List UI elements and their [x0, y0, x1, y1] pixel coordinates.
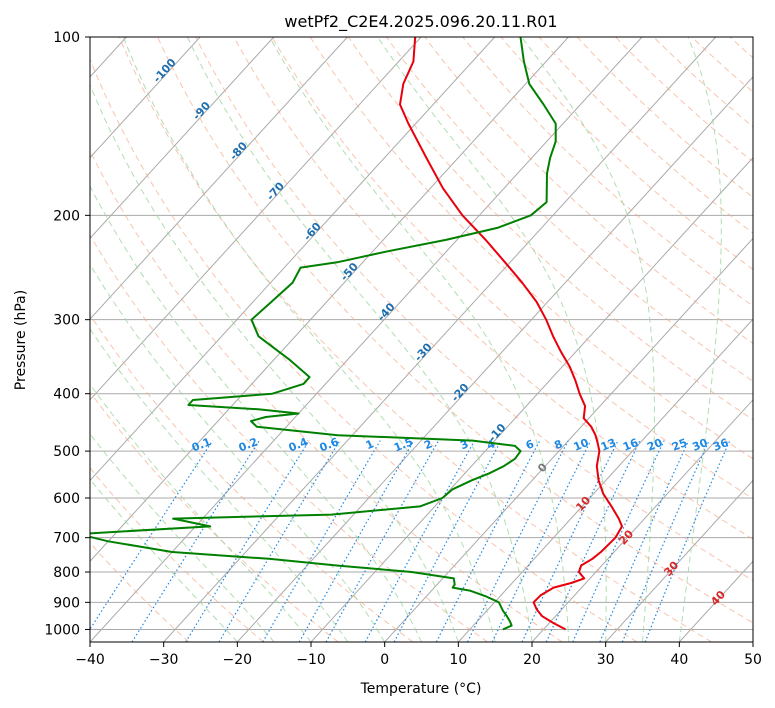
isotherm-line	[531, 399, 753, 642]
mixing-ratio-label: 30	[690, 436, 709, 454]
moist-adiabat-line	[122, 37, 496, 642]
dewpoint-profile	[90, 37, 557, 631]
moist-adiabat-line	[186, 37, 533, 642]
mixing-ratio-line	[572, 440, 665, 642]
dry-adiabat-line	[90, 149, 563, 642]
isotherm-line	[90, 37, 348, 320]
isotherm-line	[457, 318, 753, 642]
mixing-ratio-label: 20	[645, 436, 664, 454]
mixing-ratio-line	[491, 440, 592, 642]
dry-adiabat-line	[309, 37, 753, 460]
mixing-ratio-line	[364, 440, 476, 642]
profiles	[90, 37, 623, 631]
mixing-ratio-line	[131, 440, 260, 642]
y-tick-label: 200	[53, 208, 80, 224]
x-axis-label: Temperature (°C)	[360, 681, 482, 697]
mixing-ratio-label: 10	[572, 436, 591, 454]
x-tick-label: 30	[597, 652, 615, 668]
mixing-ratio-line	[262, 440, 381, 642]
mixing-ratio-label: 25	[670, 436, 689, 454]
mixing-ratio-line	[599, 440, 690, 642]
x-tick-label: −10	[296, 652, 326, 668]
x-tick-label: −30	[149, 652, 179, 668]
y-tick-label: 400	[53, 387, 80, 403]
y-tick-label: 600	[53, 491, 80, 507]
mixing-ratio-label: 1	[364, 437, 376, 452]
moist-adiabat-line	[90, 83, 459, 642]
dry-adiabat-line	[90, 467, 264, 642]
mixing-ratio-line	[621, 440, 710, 642]
line-labels: 0.1 0.2 0.4 0.6 1 1.5 2 3 4 6 8 10 13 16 20 25 30 36-100-…	[151, 56, 731, 608]
isotherm-line	[90, 37, 422, 401]
mixing-ratio-line	[298, 440, 415, 642]
mixing-ratio-label: 13	[599, 436, 618, 454]
dry-adiabat-line	[90, 542, 190, 642]
isotherm-line	[90, 37, 496, 482]
x-tick-label: 20	[523, 652, 541, 668]
y-tick-label: 900	[53, 595, 80, 611]
y-tick-label: 500	[53, 444, 80, 460]
mixing-ratio-label: 8	[552, 437, 564, 452]
dry-adiabat-line	[195, 37, 753, 582]
temperature-profile	[399, 37, 623, 631]
y-tick-label: 300	[53, 313, 80, 329]
moist-adiabat-line	[521, 37, 655, 642]
mixing-ratio-label: 16	[621, 436, 640, 454]
mixing-ratio-line	[185, 440, 310, 642]
y-tick-label: 1000	[44, 622, 80, 638]
x-tick-label: 0	[380, 652, 389, 668]
mixing-ratio-line	[325, 440, 440, 642]
moist-adiabat-line	[90, 383, 312, 642]
isotherm-line	[90, 37, 643, 642]
dry-adiabat-line	[90, 234, 488, 642]
plot-frame	[89, 36, 754, 643]
background-lines	[90, 37, 753, 642]
moist-adiabat-line	[269, 37, 570, 642]
moist-adiabat-line	[678, 37, 722, 642]
x-tick-label: −40	[75, 652, 105, 668]
x-tick-label: −20	[223, 652, 253, 668]
dry-adiabat-line	[271, 37, 753, 500]
isotherm-line	[236, 76, 753, 642]
dry-adiabat-line	[157, 37, 753, 624]
mixing-ratio-label: 36	[711, 436, 730, 454]
mixing-ratio-label: 3	[458, 437, 470, 452]
isotherm-line	[384, 237, 753, 642]
moist-adiabat-line	[377, 37, 607, 642]
isotherm-line	[90, 37, 275, 240]
dry-adiabat-line	[90, 58, 638, 642]
mixing-ratio-line	[90, 440, 214, 631]
dry-adiabat-line	[118, 37, 712, 642]
isotherm-line	[605, 479, 753, 642]
isotherm-line	[163, 37, 717, 642]
moist-adiabat-line	[90, 327, 349, 642]
mixing-ratio-label: 2	[422, 437, 434, 452]
y-tick-label: 100	[53, 30, 80, 46]
mixing-ratio-line	[466, 440, 569, 642]
moist-adiabat-line	[90, 185, 422, 642]
dry-adiabat-line	[386, 37, 753, 382]
x-axis: −40 −30 −20 −10 0 10 20 30 40 50	[75, 642, 762, 668]
y-axis: 1000 900 800 700 600 500 400 300 200 100	[44, 30, 90, 638]
x-tick-label: 10	[449, 652, 467, 668]
y-axis-label: Pressure (hPa)	[13, 290, 29, 390]
y-tick-label: 800	[53, 565, 80, 581]
dry-adiabat-line	[347, 37, 753, 421]
chart-title: wetPf2_C2E4.2025.096.20.11.R01	[284, 12, 557, 32]
mixing-ratio-line	[218, 440, 341, 642]
mixing-ratio-line	[545, 440, 641, 642]
dry-adiabat-line	[233, 37, 753, 540]
y-tick-label: 700	[53, 531, 80, 547]
moist-adiabat-line	[90, 263, 386, 642]
x-tick-label: 40	[670, 652, 688, 668]
x-tick-label: 50	[744, 652, 762, 668]
isotherm-line	[90, 37, 201, 159]
